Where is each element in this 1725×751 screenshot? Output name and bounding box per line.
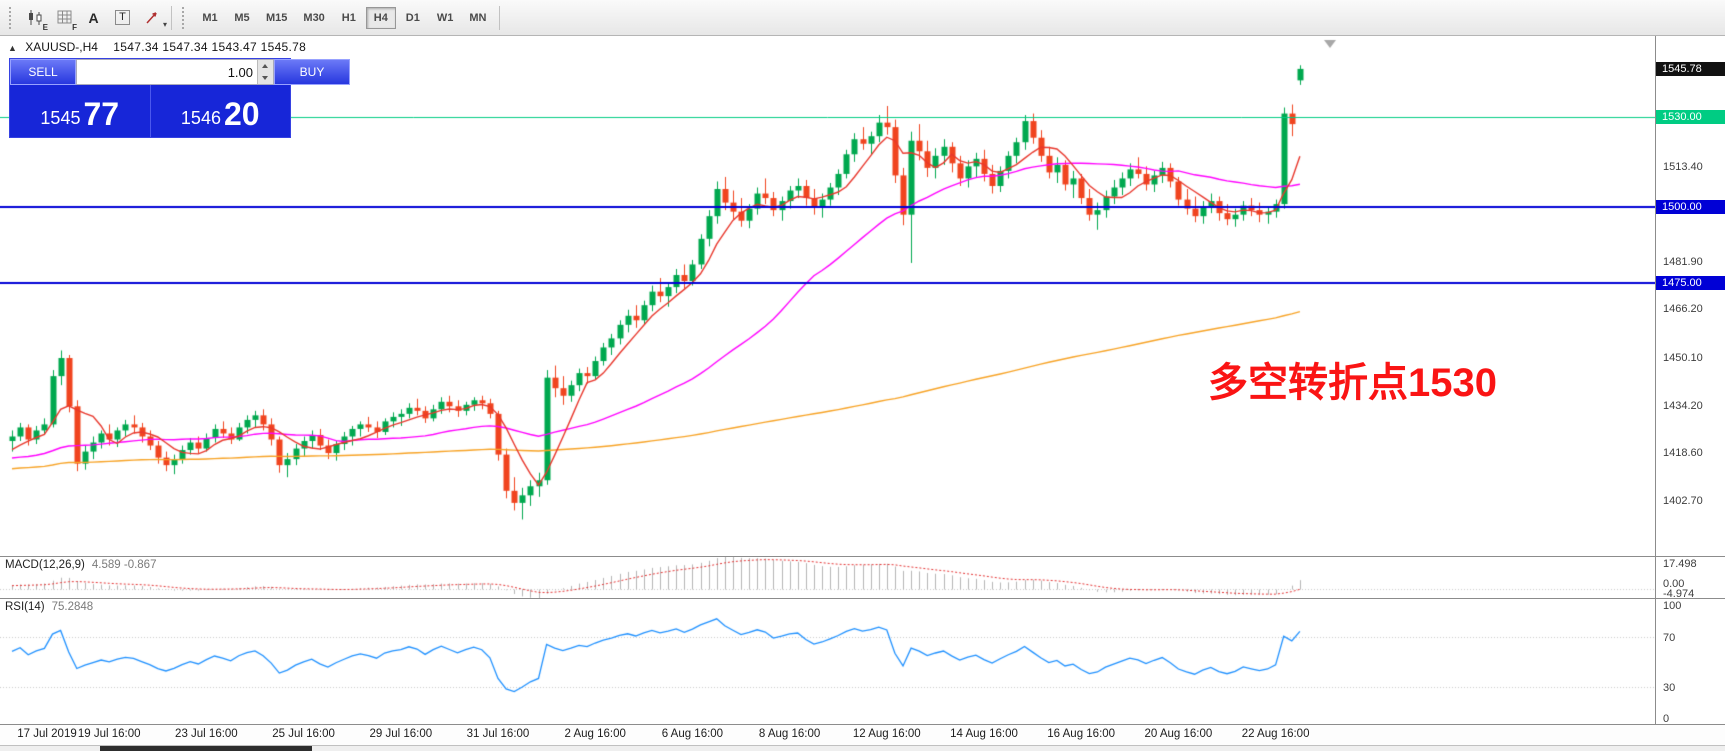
- volume-decrease-button[interactable]: [258, 72, 273, 84]
- icon-sub-label: F: [72, 22, 77, 32]
- arrow-glyph: [145, 11, 157, 24]
- timeframe-button-d1[interactable]: D1: [398, 7, 428, 29]
- ask-main-digits: 1546: [180, 108, 221, 128]
- time-axis-label: 25 Jul 16:00: [272, 728, 335, 740]
- bid-main-digits: 1545: [40, 108, 81, 128]
- macd-canvas[interactable]: [0, 557, 1655, 598]
- rsi-value: 75.2848: [51, 601, 94, 613]
- toolbar-separator: [171, 5, 172, 30]
- symbol-label: XAUUSD-,H4: [25, 40, 98, 54]
- time-axis-label: 29 Jul 16:00: [369, 728, 433, 740]
- price-chart-panel: ▲ XAUUSD-,H4 1547.34 1547.34 1543.47 154…: [0, 36, 1655, 556]
- price-axis-tick: 1418.60: [1663, 446, 1703, 459]
- scrollbar-thumb[interactable]: [100, 746, 312, 751]
- chart-template-icon[interactable]: E: [21, 4, 50, 32]
- timeframe-button-h4[interactable]: H4: [365, 6, 396, 29]
- grid-icon[interactable]: F: [50, 4, 79, 32]
- price-level-badge: 1500.00: [1656, 200, 1725, 215]
- price-axis-tick: 1402.70: [1663, 494, 1703, 507]
- volume-box: [76, 59, 274, 85]
- volume-stepper: [257, 60, 273, 84]
- rsi-axis: 100 70 30 0: [1655, 598, 1725, 724]
- text-label-icon[interactable]: A: [79, 4, 108, 32]
- time-axis-label: 14 Aug 16:00: [950, 728, 1018, 740]
- rsi-canvas[interactable]: [0, 599, 1655, 724]
- price-axis-tick: 1434.20: [1663, 399, 1703, 412]
- sell-button[interactable]: SELL: [10, 59, 76, 85]
- timeframe-button-h1[interactable]: H1: [334, 7, 364, 29]
- rsi-panel: RSI(14) 75.2848: [0, 598, 1655, 724]
- macd-label: MACD(12,26,9): [5, 559, 85, 571]
- price-axis-tick: 1466.20: [1663, 303, 1703, 316]
- symbol-info: ▲ XAUUSD-,H4 1547.34 1547.34 1543.47 154…: [8, 40, 306, 54]
- macd-axis-tick: 17.498: [1663, 558, 1697, 570]
- ask-price[interactable]: 1546 20: [151, 85, 291, 137]
- macd-axis-tick: -4.974: [1663, 588, 1695, 598]
- time-axis-label: 22 Aug 16:00: [1241, 728, 1310, 740]
- price-level-badge: 1530.00: [1656, 109, 1725, 124]
- toolbar-drag-handle[interactable]: [182, 6, 189, 29]
- chart-workspace: ▲ XAUUSD-,H4 1547.34 1547.34 1543.47 154…: [0, 36, 1725, 751]
- price-axis-tick: 1450.10: [1663, 351, 1703, 364]
- ohlc-values: 1547.34 1547.34 1543.47 1545.78: [113, 40, 307, 54]
- toolbar: E F A T ▾ M1 M5 M15 M30: [0, 0, 1725, 36]
- time-axis-label: 6 Aug 16:00: [661, 728, 724, 740]
- time-axis-label: 16 Aug 16:00: [1047, 728, 1116, 740]
- chevron-down-icon: ▾: [162, 19, 167, 29]
- chart-annotation: 多空转折点1530: [1208, 361, 1497, 405]
- price-axis-tick: 1481.90: [1663, 255, 1703, 268]
- rsi-axis-tick: 0: [1663, 713, 1670, 724]
- timeframe-button-m5[interactable]: M5: [227, 7, 257, 29]
- bid-price[interactable]: 1545 77: [10, 85, 150, 137]
- horizontal-scrollbar[interactable]: [0, 745, 1725, 751]
- rsi-axis-tick: 100: [1663, 600, 1682, 612]
- timeframe-button-mn[interactable]: MN: [462, 7, 493, 29]
- arrow-tool-icon[interactable]: ▾: [137, 4, 167, 32]
- one-click-trading-panel: SELL BUY 1545 77: [9, 58, 350, 138]
- rsi-axis-tick: 70: [1663, 631, 1676, 644]
- candlestick-glyph: [29, 9, 42, 25]
- time-axis-label: 12 Aug 16:00: [852, 728, 921, 740]
- volume-increase-button[interactable]: [258, 60, 273, 72]
- macd-axis: 17.498 0.00 -4.974: [1655, 556, 1725, 598]
- time-axis-label: 31 Jul 16:00: [466, 728, 530, 740]
- macd-values: 4.589 -0.867: [91, 559, 157, 571]
- price-level-badge: 1475.00: [1656, 275, 1725, 290]
- price-divider: [149, 85, 151, 137]
- collapse-trade-panel-icon[interactable]: ▲: [8, 43, 17, 53]
- letter-t-glyph: T: [115, 10, 130, 25]
- toolbar-separator: [499, 5, 501, 30]
- last-price-badge: 1545.78: [1656, 61, 1725, 76]
- volume-input[interactable]: [77, 60, 257, 84]
- buy-button[interactable]: BUY: [274, 59, 350, 85]
- ask-big-digits: 20: [223, 96, 260, 132]
- time-axis-label: 19 Jul 16:00: [77, 728, 141, 740]
- timeframe-button-m1[interactable]: M1: [195, 7, 225, 29]
- macd-axis-tick: 0.00: [1663, 578, 1685, 590]
- icon-sub-label: E: [42, 22, 48, 32]
- price-axis[interactable]: 1513.40 1481.90 1466.20 1450.10 1434.20 1418.…: [1655, 36, 1725, 556]
- bid-big-digits: 77: [83, 96, 120, 132]
- grid-glyph: [57, 10, 71, 23]
- time-axis-label: 8 Aug 16:00: [758, 728, 821, 740]
- time-axis-label: 2 Aug 16:00: [564, 728, 626, 740]
- time-axis[interactable]: 17 Jul 2019 19 Jul 16:00 23 Jul 16:00 25 Ju…: [0, 724, 1725, 745]
- toolbar-drag-handle[interactable]: [9, 6, 16, 29]
- text-box-icon[interactable]: T: [108, 4, 137, 32]
- letter-a-glyph: A: [88, 9, 99, 26]
- timeframe-group: M1 M5 M15 M30 H1 H4 D1 W1 MN: [194, 6, 494, 29]
- timeframe-button-m30[interactable]: M30: [296, 7, 331, 29]
- price-axis-tick: 1513.40: [1663, 160, 1703, 173]
- time-axis-label: 17 Jul 2019: [17, 728, 77, 740]
- timeframe-button-m15[interactable]: M15: [259, 7, 294, 29]
- rsi-label: RSI(14): [5, 601, 45, 613]
- timeframe-button-w1[interactable]: W1: [430, 7, 461, 29]
- time-axis-label: 20 Aug 16:00: [1144, 728, 1213, 740]
- rsi-axis-tick: 30: [1663, 681, 1676, 694]
- macd-panel: MACD(12,26,9) 4.589 -0.867: [0, 556, 1655, 598]
- time-axis-label: 23 Jul 16:00: [175, 728, 238, 740]
